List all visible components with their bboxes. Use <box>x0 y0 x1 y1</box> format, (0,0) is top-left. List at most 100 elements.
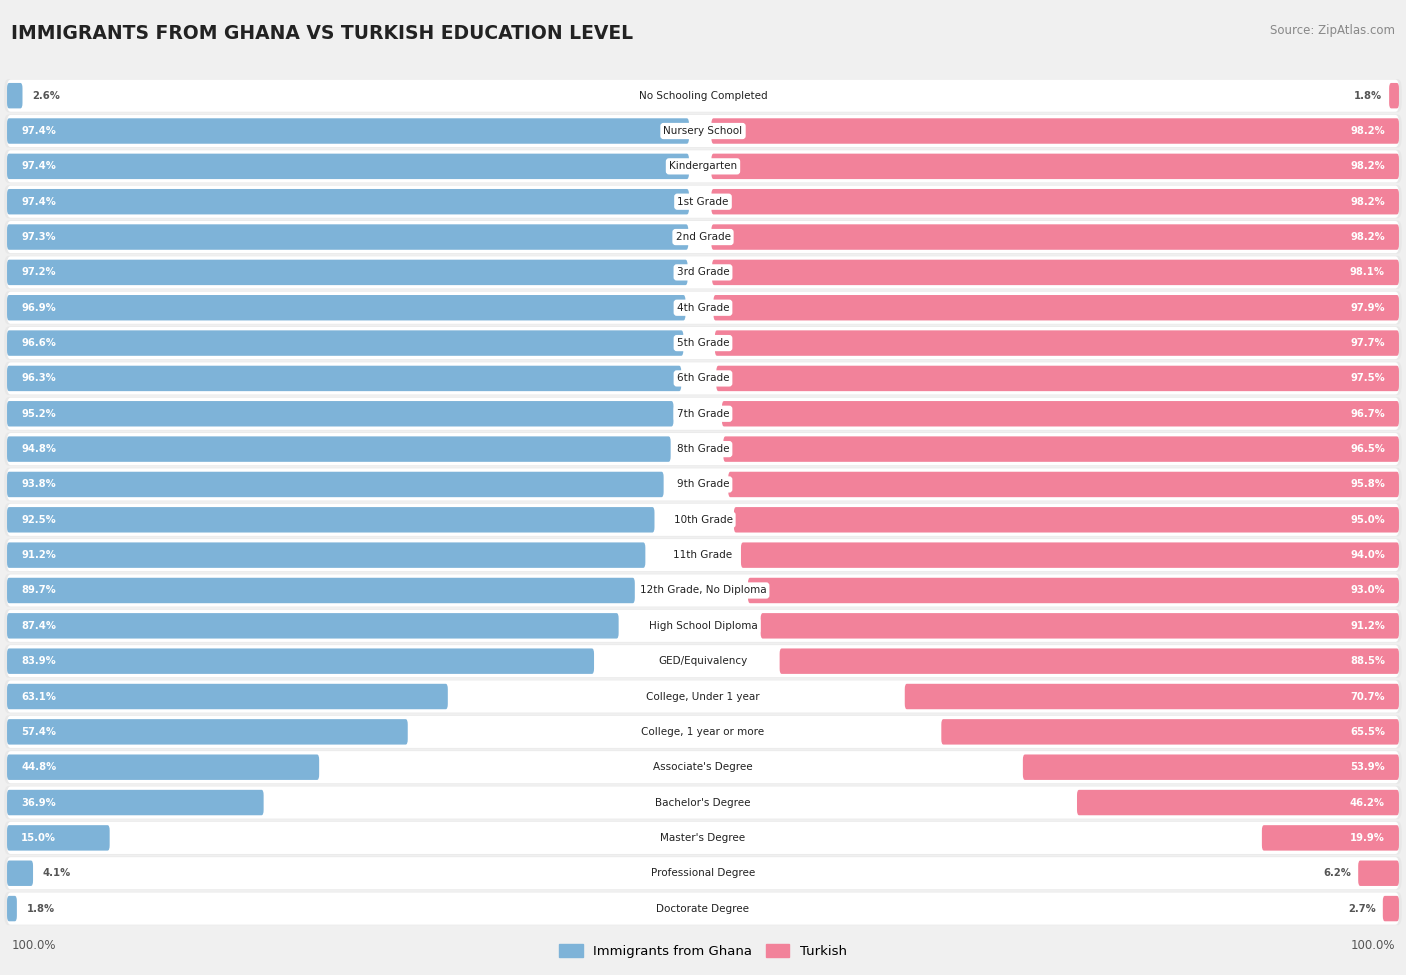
Text: 94.0%: 94.0% <box>1350 550 1385 561</box>
Text: 4th Grade: 4th Grade <box>676 302 730 313</box>
FancyBboxPatch shape <box>4 468 1402 501</box>
FancyBboxPatch shape <box>7 578 636 604</box>
FancyBboxPatch shape <box>905 683 1399 709</box>
FancyBboxPatch shape <box>4 716 1402 749</box>
FancyBboxPatch shape <box>761 613 1399 639</box>
FancyBboxPatch shape <box>7 256 1399 289</box>
FancyBboxPatch shape <box>7 892 1399 924</box>
Legend: Immigrants from Ghana, Turkish: Immigrants from Ghana, Turkish <box>554 938 852 963</box>
Text: 98.1%: 98.1% <box>1350 267 1385 278</box>
Text: 53.9%: 53.9% <box>1350 762 1385 772</box>
FancyBboxPatch shape <box>4 185 1402 218</box>
FancyBboxPatch shape <box>1389 83 1399 108</box>
Text: 97.4%: 97.4% <box>21 161 56 172</box>
Text: IMMIGRANTS FROM GHANA VS TURKISH EDUCATION LEVEL: IMMIGRANTS FROM GHANA VS TURKISH EDUCATI… <box>11 24 633 43</box>
Text: College, 1 year or more: College, 1 year or more <box>641 726 765 737</box>
FancyBboxPatch shape <box>4 114 1402 147</box>
FancyBboxPatch shape <box>7 185 1399 217</box>
FancyBboxPatch shape <box>7 504 1399 536</box>
Text: Professional Degree: Professional Degree <box>651 868 755 878</box>
FancyBboxPatch shape <box>7 259 688 285</box>
Text: 95.8%: 95.8% <box>1350 480 1385 489</box>
FancyBboxPatch shape <box>7 401 673 426</box>
FancyBboxPatch shape <box>7 539 1399 571</box>
Text: 97.4%: 97.4% <box>21 126 56 137</box>
FancyBboxPatch shape <box>728 472 1399 497</box>
Text: 6th Grade: 6th Grade <box>676 373 730 383</box>
Text: 98.2%: 98.2% <box>1350 126 1385 137</box>
FancyBboxPatch shape <box>717 366 1399 391</box>
FancyBboxPatch shape <box>4 220 1402 254</box>
FancyBboxPatch shape <box>711 118 1399 143</box>
FancyBboxPatch shape <box>7 433 1399 465</box>
Text: 5th Grade: 5th Grade <box>676 338 730 348</box>
Text: 1st Grade: 1st Grade <box>678 197 728 207</box>
FancyBboxPatch shape <box>1263 825 1399 850</box>
Text: College, Under 1 year: College, Under 1 year <box>647 691 759 702</box>
Text: 97.4%: 97.4% <box>21 197 56 207</box>
Text: 95.0%: 95.0% <box>1350 515 1385 525</box>
Text: Doctorate Degree: Doctorate Degree <box>657 904 749 914</box>
FancyBboxPatch shape <box>724 437 1399 462</box>
Text: 2.6%: 2.6% <box>32 91 60 100</box>
Text: Master's Degree: Master's Degree <box>661 833 745 843</box>
Text: 97.3%: 97.3% <box>21 232 56 242</box>
Text: 12th Grade, No Diploma: 12th Grade, No Diploma <box>640 585 766 596</box>
Text: No Schooling Completed: No Schooling Completed <box>638 91 768 100</box>
FancyBboxPatch shape <box>7 154 689 179</box>
Text: 88.5%: 88.5% <box>1350 656 1385 666</box>
Text: 36.9%: 36.9% <box>21 798 56 807</box>
FancyBboxPatch shape <box>748 578 1399 604</box>
Text: 10th Grade: 10th Grade <box>673 515 733 525</box>
Text: 2nd Grade: 2nd Grade <box>675 232 731 242</box>
FancyBboxPatch shape <box>4 79 1402 112</box>
FancyBboxPatch shape <box>4 503 1402 536</box>
Text: 91.2%: 91.2% <box>1350 621 1385 631</box>
FancyBboxPatch shape <box>7 366 682 391</box>
Text: 2.7%: 2.7% <box>1348 904 1376 914</box>
FancyBboxPatch shape <box>7 790 264 815</box>
Text: 87.4%: 87.4% <box>21 621 56 631</box>
Text: 96.7%: 96.7% <box>1350 409 1385 419</box>
Text: 1.8%: 1.8% <box>1354 91 1382 100</box>
Text: 100.0%: 100.0% <box>1350 939 1395 953</box>
Text: 96.9%: 96.9% <box>21 302 56 313</box>
FancyBboxPatch shape <box>4 150 1402 183</box>
FancyBboxPatch shape <box>7 363 1399 395</box>
FancyBboxPatch shape <box>7 224 689 250</box>
FancyBboxPatch shape <box>7 613 619 639</box>
FancyBboxPatch shape <box>7 896 17 921</box>
FancyBboxPatch shape <box>4 292 1402 325</box>
FancyBboxPatch shape <box>4 574 1402 607</box>
Text: Nursery School: Nursery School <box>664 126 742 137</box>
FancyBboxPatch shape <box>7 542 645 567</box>
FancyBboxPatch shape <box>7 83 22 108</box>
FancyBboxPatch shape <box>716 331 1399 356</box>
FancyBboxPatch shape <box>7 472 664 497</box>
Text: 44.8%: 44.8% <box>21 762 56 772</box>
FancyBboxPatch shape <box>7 787 1399 819</box>
Text: Source: ZipAtlas.com: Source: ZipAtlas.com <box>1270 24 1395 37</box>
FancyBboxPatch shape <box>4 892 1402 925</box>
Text: 83.9%: 83.9% <box>21 656 56 666</box>
FancyBboxPatch shape <box>4 751 1402 784</box>
Text: 4.1%: 4.1% <box>42 868 72 878</box>
Text: Kindergarten: Kindergarten <box>669 161 737 172</box>
FancyBboxPatch shape <box>4 857 1402 890</box>
FancyBboxPatch shape <box>711 224 1399 250</box>
Text: 6.2%: 6.2% <box>1323 868 1351 878</box>
Text: 63.1%: 63.1% <box>21 691 56 702</box>
Text: 8th Grade: 8th Grade <box>676 444 730 454</box>
FancyBboxPatch shape <box>714 295 1399 321</box>
Text: 93.8%: 93.8% <box>21 480 56 489</box>
FancyBboxPatch shape <box>7 716 1399 748</box>
Text: 97.5%: 97.5% <box>1350 373 1385 383</box>
FancyBboxPatch shape <box>7 822 1399 854</box>
FancyBboxPatch shape <box>713 259 1399 285</box>
FancyBboxPatch shape <box>1077 790 1399 815</box>
FancyBboxPatch shape <box>7 189 689 214</box>
Text: 3rd Grade: 3rd Grade <box>676 267 730 278</box>
Text: 97.7%: 97.7% <box>1350 338 1385 348</box>
Text: Associate's Degree: Associate's Degree <box>654 762 752 772</box>
FancyBboxPatch shape <box>7 331 683 356</box>
